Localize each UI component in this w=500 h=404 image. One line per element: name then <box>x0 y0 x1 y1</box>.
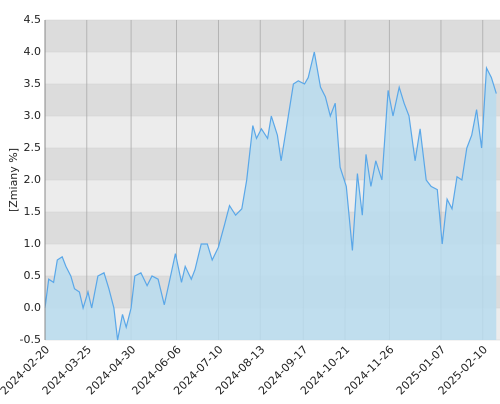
y-tick-label: 3.5 <box>24 77 42 90</box>
grid-band <box>45 52 500 84</box>
y-tick-label: 1.0 <box>24 237 42 250</box>
grid-band <box>45 84 500 116</box>
y-tick-label: 3.0 <box>24 109 42 122</box>
y-axis-label: [Zmiany %] <box>7 148 20 212</box>
y-tick-label: 2.0 <box>24 173 42 186</box>
line <box>44 51 497 341</box>
y-tick-label: 0.0 <box>24 301 42 314</box>
grid-band <box>45 20 500 52</box>
y-tick-label: 4.0 <box>24 45 42 58</box>
area-fill <box>45 52 497 340</box>
y-tick-label: 2.5 <box>24 141 42 154</box>
y-tick-label: 1.5 <box>24 205 42 218</box>
y-tick-label: -0.5 <box>20 333 41 346</box>
y-tick-label: 4.5 <box>24 13 42 26</box>
plot <box>44 19 500 341</box>
y-tick-label: 0.5 <box>24 269 42 282</box>
